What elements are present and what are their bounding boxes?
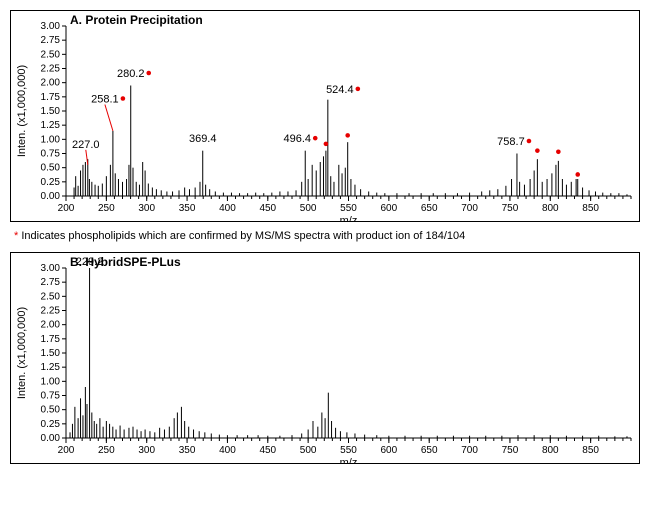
svg-text:524.4: 524.4 (326, 84, 354, 96)
svg-text:258.1: 258.1 (91, 94, 119, 106)
svg-text:2.25: 2.25 (41, 306, 61, 317)
svg-text:400: 400 (219, 203, 236, 214)
svg-text:A. Protein Precipitation: A. Protein Precipitation (70, 13, 203, 27)
svg-text:496.4: 496.4 (283, 133, 311, 145)
svg-text:1.25: 1.25 (41, 362, 61, 373)
svg-text:3.00: 3.00 (41, 263, 61, 274)
chart-b-svg: B. HybridSPE-PLus0.000.250.500.751.001.2… (11, 253, 639, 463)
svg-text:750: 750 (502, 203, 519, 214)
panel-a-protein-precipitation: A. Protein Precipitation 0.00 0.25 0.50 0.75… (10, 10, 640, 222)
svg-text:1.00: 1.00 (41, 376, 61, 387)
svg-text:280.2: 280.2 (117, 68, 145, 80)
svg-text:650: 650 (421, 203, 438, 214)
svg-text:1.50: 1.50 (41, 106, 61, 117)
svg-text:350: 350 (179, 203, 196, 214)
svg-text:700: 700 (461, 445, 478, 456)
svg-text:650: 650 (421, 445, 438, 456)
svg-text:500: 500 (300, 203, 317, 214)
svg-text:850: 850 (582, 445, 599, 456)
svg-text:600: 600 (381, 445, 398, 456)
svg-text:1.00: 1.00 (41, 134, 61, 145)
svg-text:758.7: 758.7 (497, 136, 525, 148)
chart-a-svg: A. Protein Precipitation 0.00 0.25 0.50 0.75… (11, 11, 639, 221)
svg-text:0.75: 0.75 (41, 391, 61, 402)
svg-text:500: 500 (300, 445, 317, 456)
svg-text:m/z: m/z (340, 215, 358, 221)
svg-text:450: 450 (259, 203, 276, 214)
svg-text:350: 350 (179, 445, 196, 456)
svg-text:0.50: 0.50 (41, 163, 61, 174)
svg-text:700: 700 (461, 203, 478, 214)
svg-text:0.00: 0.00 (41, 433, 61, 444)
svg-text:550: 550 (340, 203, 357, 214)
svg-text:0.75: 0.75 (41, 149, 61, 160)
svg-text:m/z: m/z (340, 457, 358, 463)
svg-text:2.75: 2.75 (41, 35, 61, 46)
svg-text:300: 300 (138, 445, 155, 456)
svg-text:Inten. (x1,000,000): Inten. (x1,000,000) (16, 307, 28, 399)
svg-text:2.50: 2.50 (41, 49, 61, 60)
svg-text:2.00: 2.00 (41, 320, 61, 331)
svg-text:400: 400 (219, 445, 236, 456)
svg-text:227.0: 227.0 (72, 139, 100, 151)
svg-text:229.2: 229.2 (76, 256, 104, 268)
svg-text:2.50: 2.50 (41, 291, 61, 302)
svg-text:0.25: 0.25 (41, 177, 61, 188)
svg-text:1.25: 1.25 (41, 120, 61, 131)
svg-text:2.00: 2.00 (41, 78, 61, 89)
svg-text:850: 850 (582, 203, 599, 214)
svg-text:2.75: 2.75 (41, 277, 61, 288)
svg-text:750: 750 (502, 445, 519, 456)
svg-text:1.50: 1.50 (41, 348, 61, 359)
svg-text:1.75: 1.75 (41, 92, 61, 103)
footnote-text: Indicates phospholipids which are confir… (18, 230, 465, 242)
footnote: * Indicates phospholipids which are conf… (14, 230, 640, 242)
svg-text:0.25: 0.25 (41, 419, 61, 430)
svg-text:200: 200 (58, 445, 75, 456)
svg-text:200: 200 (58, 203, 75, 214)
svg-text:600: 600 (381, 203, 398, 214)
svg-text:250: 250 (98, 445, 115, 456)
svg-text:369.4: 369.4 (189, 133, 217, 145)
svg-text:Inten. (x1,000,000): Inten. (x1,000,000) (16, 65, 28, 157)
svg-text:2.25: 2.25 (41, 64, 61, 75)
svg-text:0.50: 0.50 (41, 405, 61, 416)
svg-text:3.00: 3.00 (41, 21, 61, 32)
panel-b-hybridspe-plus: B. HybridSPE-PLus0.000.250.500.751.001.2… (10, 252, 640, 464)
svg-text:550: 550 (340, 445, 357, 456)
svg-text:800: 800 (542, 445, 559, 456)
svg-text:1.75: 1.75 (41, 334, 61, 345)
svg-text:250: 250 (98, 203, 115, 214)
svg-text:300: 300 (138, 203, 155, 214)
svg-text:800: 800 (542, 203, 559, 214)
svg-text:450: 450 (259, 445, 276, 456)
svg-text:0.00: 0.00 (41, 191, 61, 202)
